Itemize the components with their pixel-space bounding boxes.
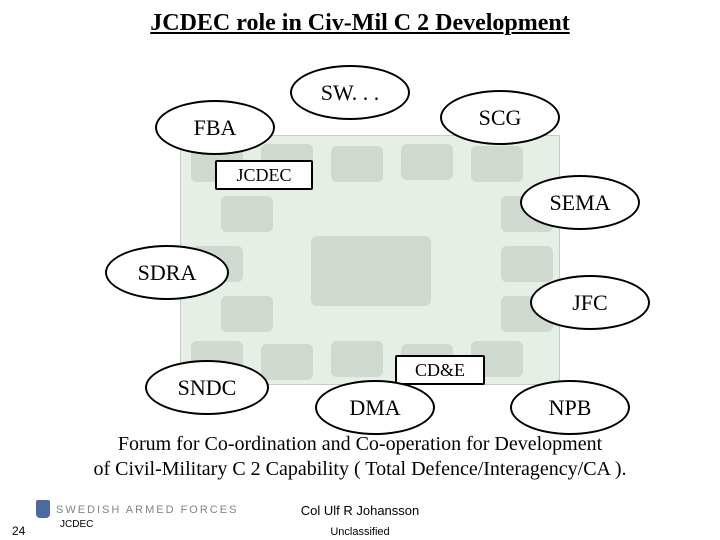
- backdrop-blob: [221, 196, 273, 232]
- node-sw: SW. . .: [290, 65, 410, 120]
- node-cdne: CD&E: [395, 355, 485, 385]
- backdrop-blob: [311, 236, 431, 306]
- backdrop-blob: [331, 341, 383, 377]
- slide-title: JCDEC role in Civ-Mil C 2 Development: [0, 10, 720, 37]
- node-fba: FBA: [155, 100, 275, 155]
- node-jfc: JFC: [530, 275, 650, 330]
- node-sndc: SNDC: [145, 360, 269, 415]
- presenter-name: Col Ulf R Johansson: [0, 503, 720, 518]
- backdrop-blob: [501, 246, 553, 282]
- node-dma: DMA: [315, 380, 435, 435]
- node-sdra: SDRA: [105, 245, 229, 300]
- node-npb: NPB: [510, 380, 630, 435]
- backdrop-blob: [331, 146, 383, 182]
- node-sema: SEMA: [520, 175, 640, 230]
- backdrop-blob: [261, 344, 313, 380]
- slide: JCDEC role in Civ-Mil C 2 Development SW…: [0, 0, 720, 540]
- backdrop-blob: [221, 296, 273, 332]
- network-diagram: SW. . .FBASCGJCDECSEMASDRAJFCSNDCCD&EDMA…: [60, 60, 660, 420]
- classification-label: Unclassified: [0, 526, 720, 538]
- node-scg: SCG: [440, 90, 560, 145]
- footer: SWEDISH ARMED FORCES JCDEC Col Ulf R Joh…: [0, 484, 720, 540]
- node-jcdec: JCDEC: [215, 160, 313, 190]
- page-number: 24: [12, 524, 25, 538]
- backdrop-blob: [401, 144, 453, 180]
- backdrop-blob: [471, 146, 523, 182]
- slide-subtitle: Forum for Co-ordination and Co-operation…: [0, 432, 720, 482]
